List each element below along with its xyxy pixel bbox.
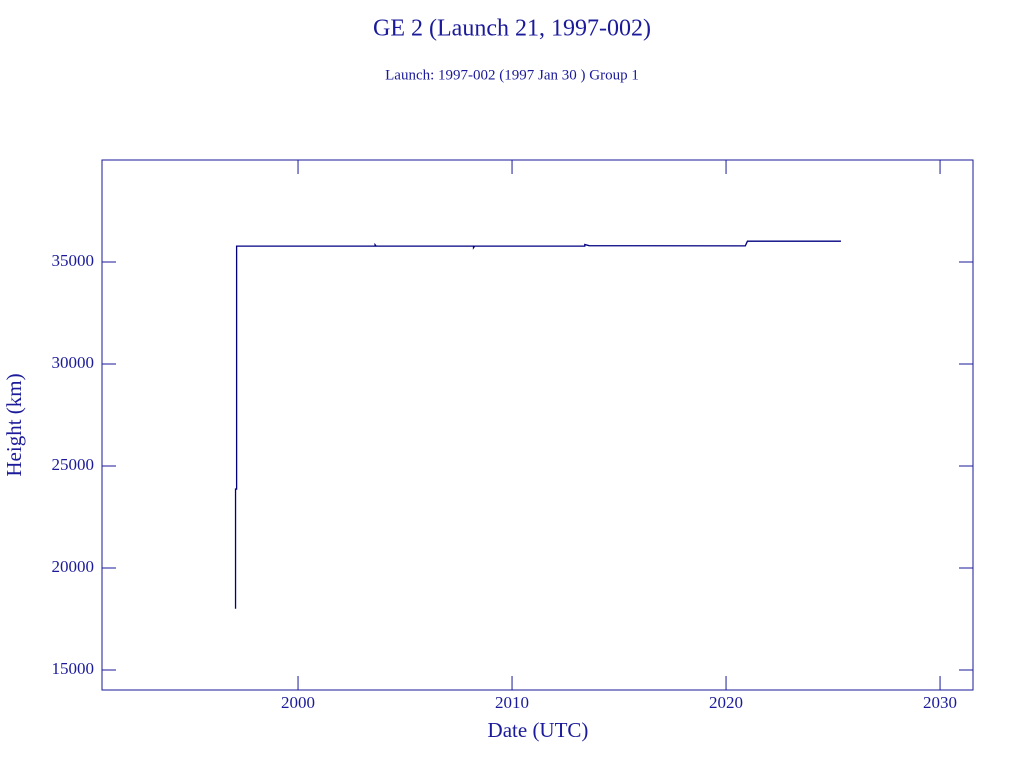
x-axis-label: Date (UTC) bbox=[488, 718, 589, 742]
y-tick-label: 15000 bbox=[52, 659, 95, 678]
y-axis-label: Height (km) bbox=[2, 373, 26, 476]
plot-frame bbox=[101, 159, 974, 691]
x-tick-label: 2020 bbox=[709, 693, 743, 712]
chart-subtitle: Launch: 1997-002 (1997 Jan 30 ) Group 1 bbox=[385, 67, 639, 83]
x-tick-label: 2010 bbox=[495, 693, 529, 712]
y-tick-label: 35000 bbox=[52, 251, 95, 270]
y-tick-label: 20000 bbox=[52, 557, 95, 576]
data-line bbox=[234, 240, 841, 609]
x-tick-label: 2000 bbox=[281, 693, 315, 712]
y-tick-label: 25000 bbox=[52, 455, 95, 474]
y-tick-label: 30000 bbox=[52, 353, 95, 372]
chart-title: GE 2 (Launch 21, 1997-002) bbox=[373, 16, 651, 42]
x-tick-label: 2030 bbox=[923, 693, 957, 712]
